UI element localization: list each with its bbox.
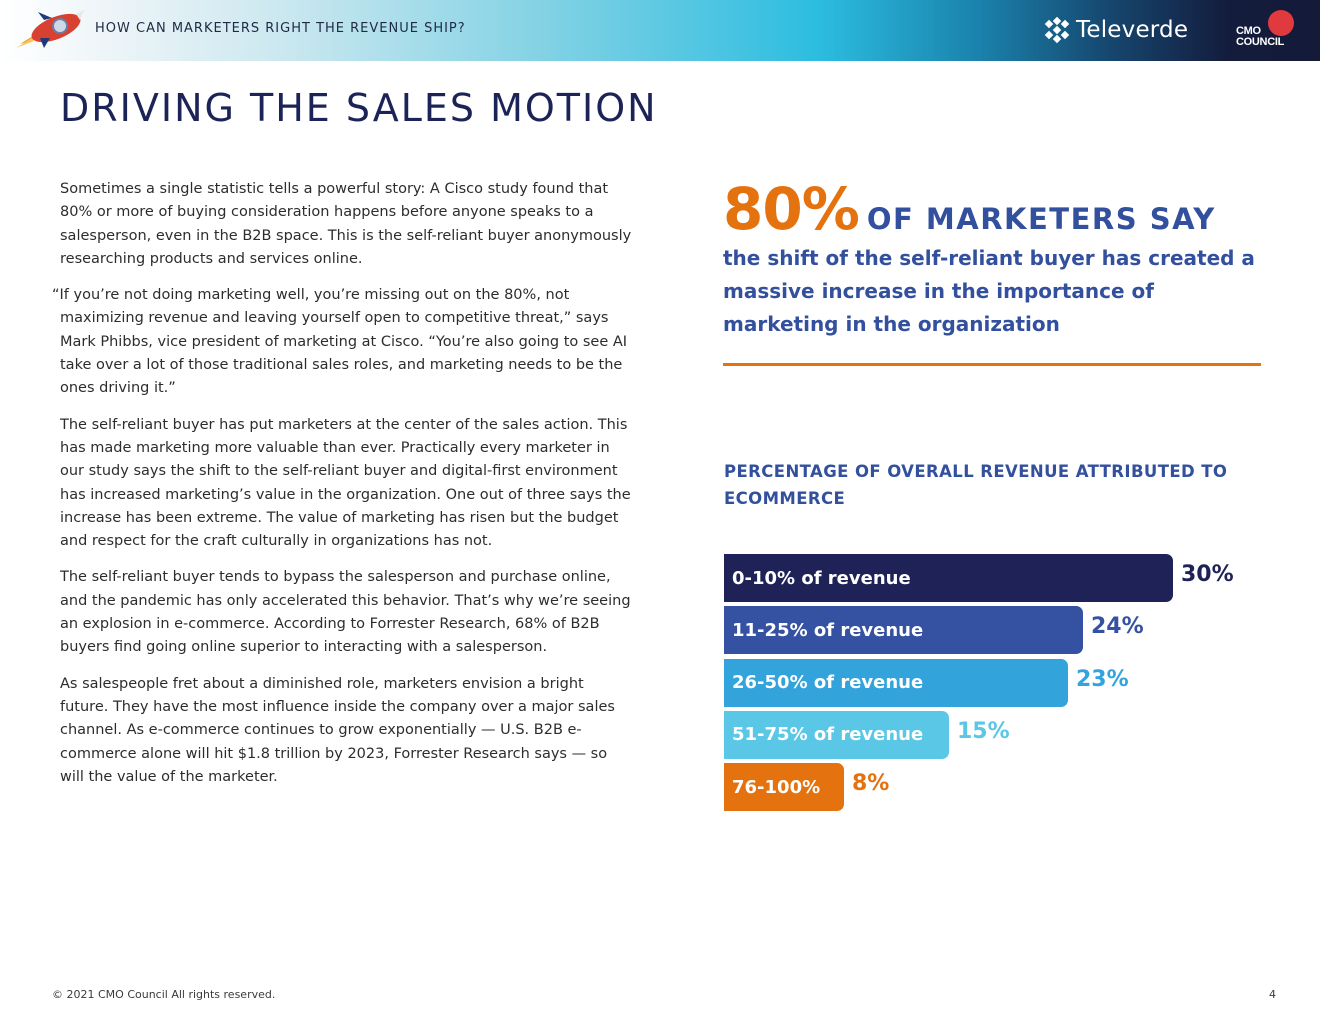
stat-line: 80% OF MARKETERS SAY xyxy=(723,176,1263,242)
stat-number: 80% xyxy=(723,175,860,243)
cmo-logo-text: CMO COUNCIL xyxy=(1236,25,1285,48)
stat-description: the shift of the self-reliant buyer has … xyxy=(723,246,1255,336)
chart-bar-label: 0-10% of revenue xyxy=(732,567,911,589)
revenue-bar-chart: 0-10% of revenue 30% 11-25% of revenue 24% 2… xyxy=(724,554,1284,814)
stat-headline: OF MARKETERS SAY xyxy=(866,202,1216,236)
cmo-logo-badge-icon xyxy=(1268,10,1294,36)
body-paragraph: Sometimes a single statistic tells a pow… xyxy=(60,181,632,267)
header-title: HOW CAN MARKETERS RIGHT THE REVENUE SHIP… xyxy=(95,21,466,36)
chart-bar: 11-25% of revenue xyxy=(724,606,1083,655)
cmo-council-logo: CMO COUNCIL xyxy=(1236,10,1300,52)
chart-value-label: 24% xyxy=(1091,614,1144,640)
televerde-mark-icon xyxy=(1044,16,1070,44)
chart-value-label: 23% xyxy=(1076,666,1129,692)
chart-bar-row: 11-25% of revenue 24% xyxy=(724,606,1284,655)
chart-bar: 26-50% of revenue xyxy=(724,658,1068,707)
rocket-icon xyxy=(16,10,84,48)
body-paragraph: The self-reliant buyer has put marketers… xyxy=(60,416,631,550)
page-number: 4 xyxy=(1269,988,1276,1001)
chart-bar-label: 26-50% of revenue xyxy=(732,672,924,694)
chart-title: PERCENTAGE OF OVERALL REVENUE ATTRIBUTED… xyxy=(724,462,1228,508)
body-paragraph-quote: “If you’re not doing marketing well, you… xyxy=(52,287,628,397)
chart-bar-label: 51-75% of revenue xyxy=(732,724,924,746)
chart-bar-row: 26-50% of revenue 23% xyxy=(724,658,1284,707)
footer-copyright: © 2021 CMO Council All rights reserved. xyxy=(52,988,276,1001)
body-paragraph: As salespeople fret about a diminished r… xyxy=(60,675,615,785)
callout-divider xyxy=(723,363,1261,366)
chart-value-label: 8% xyxy=(852,771,890,797)
chart-bar-label: 11-25% of revenue xyxy=(732,619,924,641)
televerde-name: Televerde xyxy=(1076,17,1189,43)
chart-bar-label: 76-100% xyxy=(732,776,821,798)
chart-bar-row: 51-75% of revenue 15% xyxy=(724,710,1284,759)
chart-bar-row: 0-10% of revenue 30% xyxy=(724,554,1284,602)
chart-bar: 76-100% xyxy=(724,763,844,812)
page-title: DRIVING THE SALES MOTION xyxy=(60,86,658,130)
body-paragraph: The self-reliant buyer tends to bypass t… xyxy=(60,569,631,656)
televerde-logo: Televerde xyxy=(1042,14,1188,46)
body-copy: Sometimes a single statistic tells a pow… xyxy=(52,178,632,802)
stat-callout: 80% OF MARKETERS SAY the shift of the se… xyxy=(723,176,1263,341)
chart-bar-row: 76-100% 8% xyxy=(724,763,1284,812)
chart-value-label: 15% xyxy=(957,718,1010,744)
chart-bar: 0-10% of revenue xyxy=(724,554,1173,602)
chart-bar: 51-75% of revenue xyxy=(724,710,949,759)
chart-value-label: 30% xyxy=(1181,562,1234,587)
header-banner: HOW CAN MARKETERS RIGHT THE REVENUE SHIP… xyxy=(0,0,1320,61)
